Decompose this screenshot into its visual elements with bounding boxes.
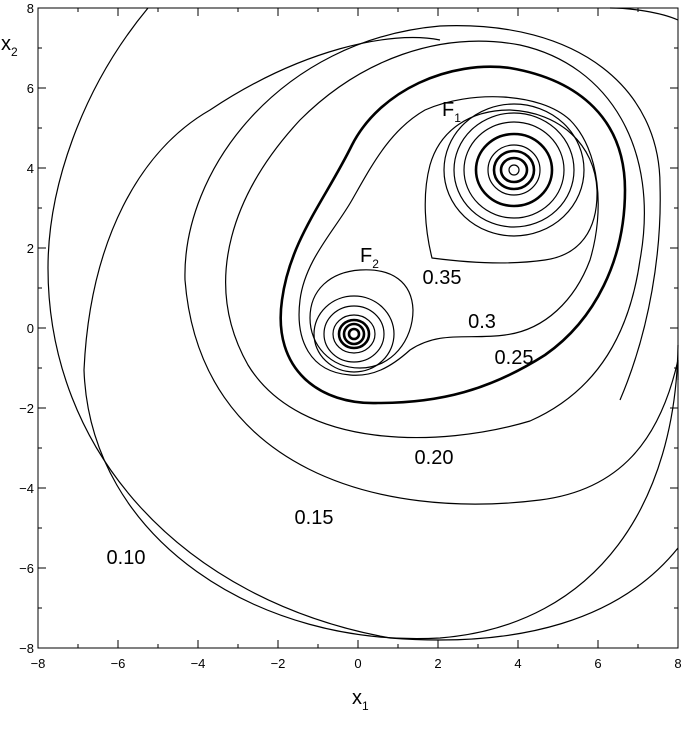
contour-label: 0.35 bbox=[423, 267, 462, 289]
tick-labels: −8 −6 −4 −2 0 2 4 6 8 8 6 4 2 0 −2 −4 −6 −8 bbox=[19, 1, 681, 671]
x-tick-label: 6 bbox=[594, 656, 601, 671]
contour-line-0-25 bbox=[279, 65, 627, 405]
contour-line-outer bbox=[47, 7, 679, 641]
y-tick-label: −6 bbox=[19, 561, 34, 576]
contour-label: 0.15 bbox=[295, 507, 334, 529]
source-f1-ring-5 bbox=[492, 149, 536, 191]
x-tick-label: 8 bbox=[674, 656, 681, 671]
y-tick-label: 6 bbox=[27, 81, 34, 96]
source-f1-ring-6 bbox=[499, 156, 529, 184]
x-tick-label: −6 bbox=[111, 656, 126, 671]
x-tick-label: −8 bbox=[31, 656, 46, 671]
contour-line-0-15 bbox=[184, 25, 679, 505]
y-tick-label: −8 bbox=[19, 641, 34, 656]
contour-line-0-20 bbox=[225, 40, 645, 439]
source-label-f1: F1 bbox=[442, 99, 461, 125]
x-tick-label: 2 bbox=[434, 656, 441, 671]
contour-label: 0.10 bbox=[107, 547, 146, 569]
x-axis-title: x1 bbox=[352, 687, 369, 713]
y-tick-label: −4 bbox=[19, 481, 34, 496]
source-f1-ring-3 bbox=[474, 132, 554, 208]
contour-label: 0.3 bbox=[468, 311, 496, 333]
axis-ticks bbox=[37, 7, 679, 649]
source-f2-ring-9 bbox=[323, 305, 385, 363]
source-f1-ring-0 bbox=[443, 103, 585, 237]
contour-label: 0.25 bbox=[495, 347, 534, 369]
source-f1-ring-2 bbox=[463, 121, 565, 219]
contour-lines bbox=[47, 7, 679, 641]
source-label-f2: F2 bbox=[360, 245, 379, 271]
y-tick-label: −2 bbox=[19, 401, 34, 416]
y-axis-title: x2 bbox=[1, 33, 18, 59]
source-f2-ring-13 bbox=[347, 327, 361, 341]
source-f1-ring-4 bbox=[487, 144, 541, 196]
source-f2-ring-10 bbox=[332, 314, 376, 354]
source-f2-ring-8 bbox=[313, 295, 395, 373]
contour-annotations: 0.10 0.15 0.20 0.25 0.3 0.35 F1 F2 bbox=[107, 99, 534, 569]
contour-line-0-35-f2 bbox=[309, 269, 414, 369]
x-tick-label: 0 bbox=[354, 656, 361, 671]
y-tick-label: 0 bbox=[27, 321, 34, 336]
source-f2-ring-11 bbox=[337, 318, 371, 350]
source-f2-ring-12 bbox=[342, 322, 366, 346]
y-tick-label: 8 bbox=[27, 1, 34, 16]
source-f1-ring-1 bbox=[453, 112, 575, 228]
x-tick-label: 4 bbox=[514, 656, 521, 671]
source-f1-ring-7 bbox=[508, 164, 520, 176]
x-tick-label: −4 bbox=[191, 656, 206, 671]
y-tick-label: 2 bbox=[27, 241, 34, 256]
contour-line-0-3 bbox=[298, 96, 599, 376]
x-tick-label: −2 bbox=[271, 656, 286, 671]
y-tick-label: 4 bbox=[27, 161, 34, 176]
contour-label: 0.20 bbox=[415, 447, 454, 469]
